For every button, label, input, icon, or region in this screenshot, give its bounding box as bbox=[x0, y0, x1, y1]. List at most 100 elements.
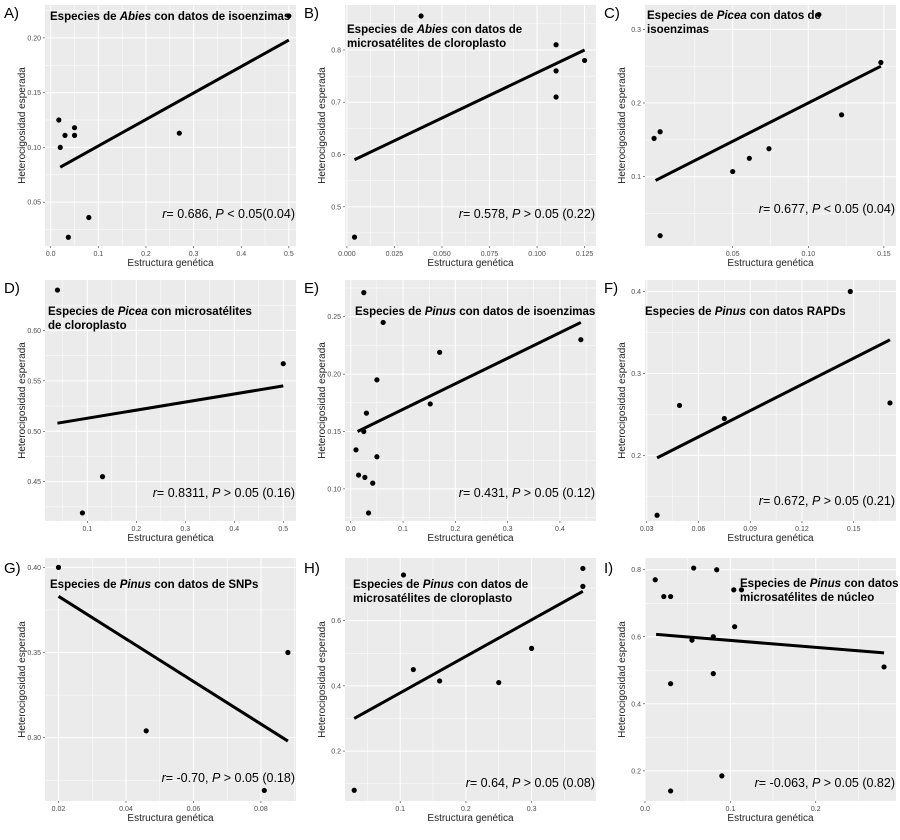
correlation-annotation-segment: r bbox=[459, 486, 464, 500]
panel-label: E) bbox=[304, 280, 319, 297]
data-point bbox=[710, 671, 716, 677]
correlation-annotation: r= 0.431, P > 0.05 (0.12) bbox=[459, 486, 595, 500]
correlation-annotation-segment: < 0.05 (0.04) bbox=[820, 202, 895, 216]
x-tick-label: 0.3 bbox=[527, 806, 537, 813]
panel-title-segment: Especies de bbox=[647, 10, 717, 22]
correlation-annotation-segment: P bbox=[512, 486, 521, 500]
y-axis-label: Heterocigosidad esperada bbox=[617, 342, 628, 459]
regression-line bbox=[59, 38, 290, 169]
correlation-annotation-segment: > 0.05 (0.08) bbox=[520, 776, 595, 790]
correlation-annotation-segment: = 0.64, bbox=[470, 776, 512, 790]
correlation-annotation-segment: r bbox=[759, 494, 764, 508]
x-axis-label: Estructura genética bbox=[127, 533, 214, 544]
scatter-plot: 0.1 0.2 0.3 0.2 0.4 0.6 Estructura genética Het… bbox=[304, 558, 596, 824]
data-point bbox=[668, 681, 674, 687]
scatter-plot: 0.000 0.025 0.050 0.075 0.100 0.125 0.5 0.6 0.7 0… bbox=[304, 5, 596, 269]
panel-title-segment: Especies de bbox=[48, 306, 118, 318]
panel-title: Especies de Abies con datos de bbox=[347, 24, 522, 36]
correlation-annotation: r= 0.8311, P > 0.05 (0.16) bbox=[153, 486, 295, 500]
data-point bbox=[746, 155, 752, 161]
data-point bbox=[437, 349, 443, 355]
correlation-annotation-segment: > 0.05 (0.22) bbox=[520, 207, 595, 221]
panel-title: Especies de Picea con microsatélites bbox=[48, 306, 252, 318]
correlation-annotation: r= 0.672, P > 0.05 (0.21) bbox=[759, 494, 895, 508]
x-tick-label: 0.000 bbox=[338, 251, 356, 258]
panel-title: isoenzimas bbox=[647, 24, 709, 36]
data-point bbox=[99, 474, 106, 480]
scatter-plot: 0.1 0.2 0.3 0.4 0.5 0.45 0.50 0.55 0.60 Estructur… bbox=[4, 280, 296, 544]
x-tick-label: 0.3 bbox=[503, 526, 513, 533]
panel-label: A) bbox=[4, 5, 19, 22]
data-point bbox=[400, 572, 407, 578]
correlation-annotation-segment: > 0.05 (0.18) bbox=[220, 771, 295, 785]
panel-title: microsatélites de cloroplasto bbox=[347, 38, 506, 50]
data-point bbox=[710, 634, 716, 640]
y-tick-label: 0.5 bbox=[331, 204, 341, 211]
correlation-annotation-segment: r bbox=[466, 776, 471, 790]
data-point bbox=[365, 510, 372, 516]
correlation-annotation-segment: = 0.686, bbox=[166, 207, 215, 221]
panel-title-segment: Pinus bbox=[810, 578, 841, 590]
panel-title-segment: Especies de bbox=[353, 579, 423, 591]
x-tick-label: 0.4 bbox=[229, 526, 239, 533]
y-axis-label: Heterocigosidad esperada bbox=[317, 342, 328, 459]
panel-label: F) bbox=[604, 280, 618, 297]
data-point bbox=[668, 593, 674, 600]
panel-title: Especies de Picea con datos de bbox=[647, 10, 821, 22]
data-point bbox=[56, 117, 62, 123]
y-tick-label: 0.4 bbox=[631, 701, 641, 708]
data-point bbox=[65, 234, 71, 240]
panel-i: 0.0 0.1 0.2 0.2 0.4 0.6 0.8 Estructura genética… bbox=[600, 555, 900, 835]
data-point bbox=[176, 130, 182, 136]
x-tick-label: 0.1 bbox=[82, 526, 92, 533]
data-point bbox=[730, 168, 736, 175]
x-axis-label: Estructura genética bbox=[427, 533, 514, 544]
data-point bbox=[731, 587, 737, 593]
data-point bbox=[62, 132, 68, 138]
x-tick-label: 0.0 bbox=[46, 251, 56, 258]
panel-d: 0.1 0.2 0.3 0.4 0.5 0.45 0.50 0.55 0.60 Estructur… bbox=[0, 275, 300, 555]
data-point bbox=[410, 666, 416, 673]
x-axis-label: Estructura genética bbox=[727, 533, 814, 544]
correlation-annotation-segment: r bbox=[459, 207, 464, 221]
correlation-annotation-segment: r bbox=[755, 776, 760, 790]
correlation-annotation-segment: P bbox=[812, 776, 821, 790]
panel-title: Especies de Pinus con datos de bbox=[353, 579, 528, 591]
x-tick-label: 0.125 bbox=[576, 251, 594, 258]
x-tick-label: 0.1 bbox=[726, 806, 736, 813]
panel-b: 0.000 0.025 0.050 0.075 0.100 0.125 0.5 0.6 0.7 0… bbox=[300, 0, 600, 280]
x-axis-label: Estructura genética bbox=[427, 258, 514, 269]
x-tick-label: 0.3 bbox=[189, 251, 199, 258]
data-point bbox=[370, 480, 376, 486]
x-tick-label: 0.15 bbox=[877, 251, 891, 258]
x-tick-label: 0.2 bbox=[450, 526, 460, 533]
panel-label: D) bbox=[4, 280, 20, 297]
correlation-annotation: r= 0.686, P < 0.05(0.04) bbox=[162, 207, 295, 221]
correlation-annotation: r= -0.70, P > 0.05 (0.18) bbox=[162, 771, 295, 785]
regression-line bbox=[656, 338, 891, 460]
data-point bbox=[280, 361, 286, 367]
regression-line bbox=[356, 321, 582, 433]
correlation-annotation-segment: = 0.677, bbox=[763, 202, 812, 216]
panel-title-segment: Especies de bbox=[645, 306, 715, 318]
y-tick-label: 0.2 bbox=[631, 453, 641, 460]
x-tick-label: 0.100 bbox=[528, 251, 546, 258]
data-point bbox=[668, 788, 674, 794]
regression-line bbox=[655, 632, 885, 655]
panel-title-segment: Pinus bbox=[423, 579, 454, 591]
x-tick-label: 0.04 bbox=[119, 806, 133, 813]
x-tick-label: 0.06 bbox=[187, 806, 201, 813]
data-point bbox=[651, 135, 657, 141]
y-tick-label: 0.6 bbox=[331, 152, 341, 159]
correlation-annotation-segment: = -0.70, bbox=[166, 771, 212, 785]
panel-title-segment: Picea bbox=[717, 10, 748, 22]
y-tick-label: 0.10 bbox=[27, 145, 41, 152]
correlation-annotation-segment: P bbox=[812, 202, 821, 216]
panel-label: B) bbox=[304, 5, 319, 22]
panel-label: H) bbox=[304, 560, 320, 577]
panel-label: G) bbox=[4, 560, 21, 577]
y-tick-label: 0.2 bbox=[331, 749, 341, 756]
x-tick-label: 0.0 bbox=[640, 806, 650, 813]
correlation-annotation-segment: r bbox=[153, 486, 158, 500]
y-tick-label: 0.7 bbox=[331, 100, 341, 107]
